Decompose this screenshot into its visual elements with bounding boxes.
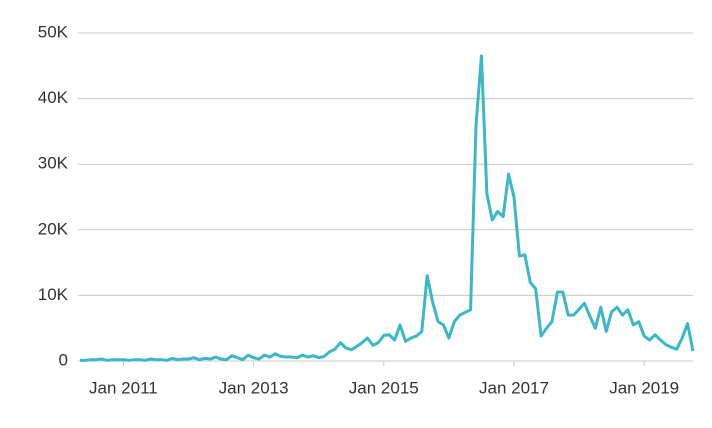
y-tick-label: 20K — [38, 219, 69, 238]
y-tick-label: 40K — [38, 88, 69, 107]
x-tick-label: Jan 2013 — [219, 378, 289, 397]
y-tick-label: 30K — [38, 154, 69, 173]
x-tick-label: Jan 2011 — [89, 378, 158, 397]
x-tick-label: Jan 2019 — [609, 378, 679, 397]
data-line — [80, 54, 695, 362]
x-tick-label: Jan 2015 — [349, 378, 419, 397]
y-tick-label: 0 — [59, 350, 68, 369]
x-tick-label: Jan 2017 — [479, 378, 549, 397]
y-tick-label: 50K — [38, 22, 69, 41]
y-tick-label: 10K — [38, 285, 69, 304]
